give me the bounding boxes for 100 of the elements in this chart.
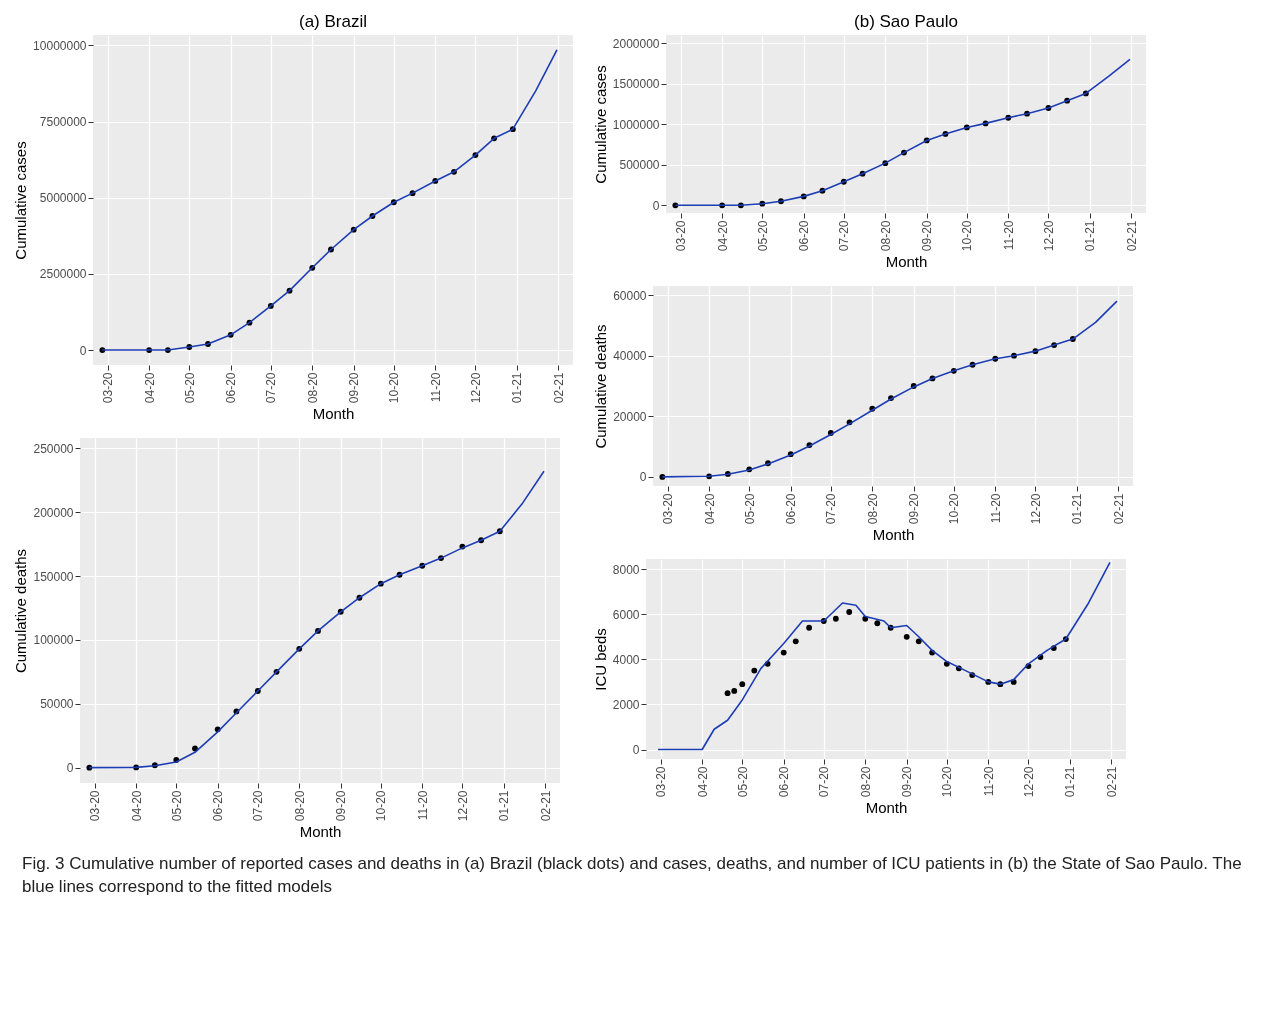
y-tick-label: 1500000 — [612, 77, 660, 92]
y-tick-label: 10000000 — [33, 38, 87, 53]
point — [780, 649, 787, 656]
y-tick-label: 2000000 — [612, 36, 660, 51]
x-tick-label: 06-20 — [777, 766, 792, 798]
x-tick-label: 01-21 — [510, 372, 525, 404]
point — [792, 638, 799, 645]
x-axis-title: Month — [872, 526, 915, 544]
x-axis-title: Month — [865, 799, 908, 817]
x-tick-label: 05-20 — [182, 372, 197, 404]
line-series — [101, 49, 558, 351]
point — [846, 609, 853, 615]
x-axis-title: Month — [885, 253, 928, 271]
x-tick-label: 10-20 — [947, 493, 962, 525]
line-series — [657, 561, 1111, 751]
y-axis-title: Cumulative deaths — [12, 548, 30, 674]
y-tick-label: 2500000 — [39, 267, 87, 282]
point — [731, 688, 738, 694]
x-tick-label: 09-20 — [907, 493, 922, 525]
x-tick-label: 10-20 — [374, 790, 389, 822]
y-axis-title: ICU beds — [591, 628, 609, 691]
x-tick-label: 06-20 — [224, 372, 239, 404]
x-tick-label: 04-20 — [129, 790, 144, 822]
y-tick-label: 150000 — [33, 569, 74, 584]
y-tick-label: 4000 — [612, 652, 640, 667]
y-tick-label: 0 — [66, 761, 74, 776]
y-tick-label: 100000 — [33, 633, 74, 648]
y-tick-label: 8000 — [612, 562, 640, 577]
x-tick-label: 07-20 — [837, 220, 852, 252]
y-tick-label: 40000 — [613, 349, 647, 364]
x-tick-label: 12-20 — [455, 790, 470, 822]
x-tick-label: 12-20 — [1041, 220, 1056, 252]
x-tick-label: 06-20 — [784, 493, 799, 525]
y-tick-label: 0 — [632, 743, 640, 758]
y-tick-label: 2000 — [612, 697, 640, 712]
line-series — [661, 300, 1118, 478]
x-tick-label: 10-20 — [940, 766, 955, 798]
x-tick-label: 10-20 — [960, 220, 975, 252]
x-tick-label: 06-20 — [797, 220, 812, 252]
y-tick-label: 0 — [652, 198, 660, 213]
caption: Fig. 3 Cumulative number of reported cases and deaths in (a) Brazil (black dots) and cases, deaths, and number of ICU patients in (b) the State of Sao Paulo. The blue lines correspond to the fitted models — [22, 853, 1243, 898]
x-tick-label: 07-20 — [824, 493, 839, 525]
y-axis-title: Cumulative cases — [12, 141, 30, 260]
x-tick-label: 07-20 — [817, 766, 832, 798]
x-tick-label: 11-20 — [1001, 220, 1016, 251]
y-tick-label: 6000 — [612, 607, 640, 622]
x-tick-label: 03-20 — [661, 493, 676, 525]
x-tick-label: 04-20 — [702, 493, 717, 525]
point — [832, 615, 839, 622]
x-tick-label: 09-20 — [900, 766, 915, 798]
x-tick-label: 02-21 — [1104, 766, 1119, 798]
x-tick-label: 09-20 — [334, 790, 349, 822]
line-series — [88, 470, 545, 769]
x-tick-label: 09-20 — [920, 220, 935, 252]
x-axis-title: Month — [299, 823, 342, 841]
point — [739, 681, 746, 688]
x-tick-label: 02-21 — [538, 790, 553, 822]
y-axis-title: Cumulative deaths — [592, 324, 610, 449]
y-tick-label: 5000000 — [39, 191, 87, 206]
x-tick-label: 11-20 — [415, 790, 430, 821]
x-tick-label: 08-20 — [865, 493, 880, 525]
x-tick-label: 11-20 — [428, 372, 443, 403]
y-tick-label: 7500000 — [39, 115, 87, 130]
y-axis-title: Cumulative cases — [591, 65, 609, 184]
x-tick-label: 01-21 — [497, 790, 512, 822]
x-axis-title: Month — [312, 405, 355, 423]
y-tick-label: 50000 — [40, 697, 74, 712]
x-tick-label: 03-20 — [654, 766, 669, 798]
x-tick-label: 02-21 — [1124, 220, 1139, 252]
x-tick-label: 03-20 — [101, 372, 116, 404]
point — [874, 620, 881, 627]
x-tick-label: 10-20 — [387, 372, 402, 404]
x-tick-label: 08-20 — [292, 790, 307, 822]
x-tick-label: 08-20 — [305, 372, 320, 404]
x-tick-label: 05-20 — [742, 493, 757, 525]
x-tick-label: 12-20 — [1021, 766, 1036, 798]
x-tick-label: 05-20 — [169, 790, 184, 822]
chart-title: (b) Sao Paulo — [854, 12, 958, 31]
point — [806, 624, 813, 631]
x-tick-label: 11-20 — [988, 493, 1003, 524]
x-tick-label: 07-20 — [251, 790, 266, 822]
x-tick-label: 05-20 — [735, 766, 750, 798]
x-tick-label: 06-20 — [211, 790, 226, 822]
y-tick-label: 500000 — [619, 158, 660, 173]
point — [751, 667, 758, 674]
x-tick-label: 04-20 — [142, 372, 157, 404]
y-tick-label: 0 — [79, 343, 87, 358]
y-tick-label: 200000 — [33, 505, 74, 520]
point — [724, 690, 731, 697]
x-tick-label: 01-21 — [1070, 493, 1085, 525]
y-tick-label: 60000 — [613, 288, 647, 303]
x-tick-label: 01-21 — [1063, 766, 1078, 798]
y-tick-label: 0 — [639, 470, 647, 485]
x-tick-label: 07-20 — [264, 372, 279, 404]
y-tick-label: 1000000 — [612, 117, 660, 132]
point — [903, 633, 910, 640]
x-tick-label: 08-20 — [858, 766, 873, 798]
y-tick-label: 250000 — [33, 441, 74, 456]
x-tick-label: 04-20 — [695, 766, 710, 798]
x-tick-label: 03-20 — [674, 220, 689, 252]
